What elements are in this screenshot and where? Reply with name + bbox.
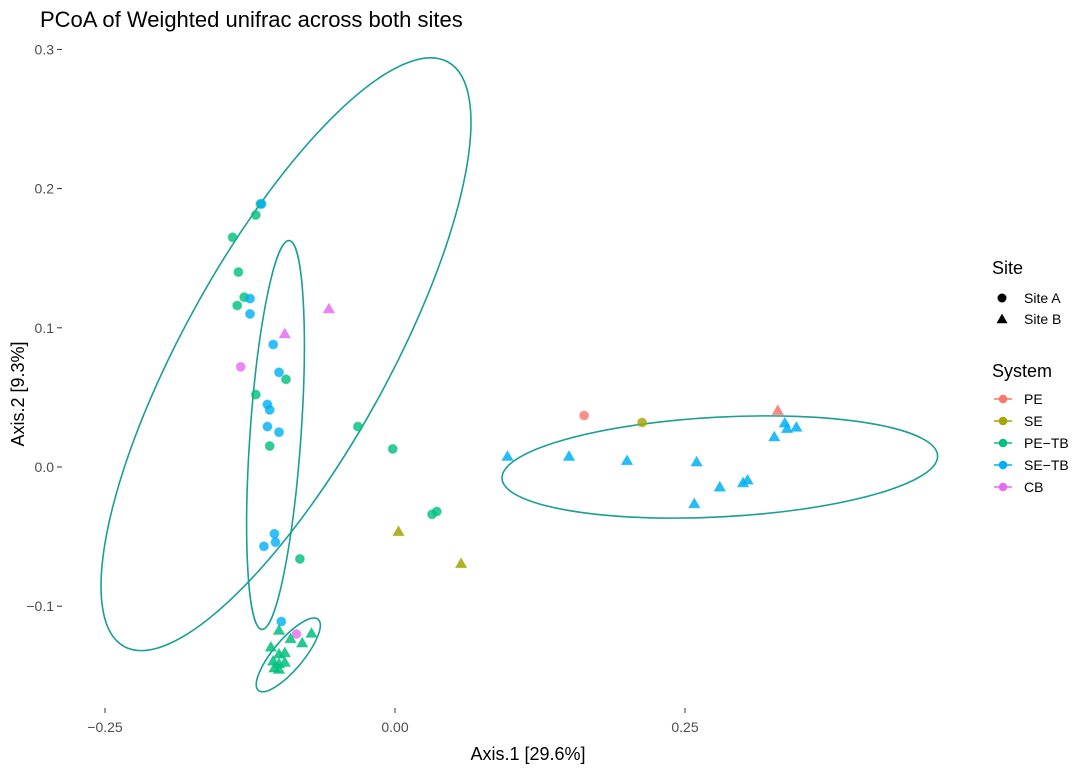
data-point-triangle [272, 623, 286, 635]
data-point-triangle [713, 480, 727, 492]
data-point-circle [280, 374, 292, 385]
chart-title: PCoA of Weighted unifrac across both sit… [40, 7, 463, 32]
x-tick-label: 0.00 [381, 719, 408, 735]
data-point-triangle [780, 422, 794, 434]
data-point-triangle [620, 454, 634, 466]
data-point-triangle [562, 449, 576, 461]
data-point-triangle [295, 636, 309, 648]
legend-dot-icon [998, 460, 1008, 470]
data-point-triangle [501, 449, 514, 461]
data-point-circle [244, 293, 256, 304]
data-point-triangle [278, 655, 292, 667]
data-point-circle [227, 232, 238, 243]
data-points [227, 198, 803, 674]
data-point-circle [258, 541, 269, 552]
data-point-circle [262, 421, 273, 432]
confidence-ellipse [255, 617, 322, 693]
data-point-circle [270, 537, 281, 548]
data-point-circle [387, 443, 398, 454]
legend-label-system: SE [1024, 413, 1043, 429]
data-point-circle [250, 389, 261, 400]
legend-label-system: PE−TB [1024, 435, 1069, 451]
data-point-triangle [741, 473, 754, 485]
legend: Site Site A Site B System PE SE PE−TB SE−TB C… [992, 258, 1069, 495]
legend-label-system: CB [1024, 479, 1043, 495]
confidence-ellipse [501, 415, 939, 519]
legend-label-system: SE−TB [1024, 457, 1069, 473]
y-tick-label: 0.0 [35, 459, 55, 475]
data-point-circle [276, 616, 287, 627]
data-point-circle [294, 553, 305, 564]
plot-area [100, 57, 939, 693]
data-point-circle [431, 506, 442, 517]
data-point-circle [273, 427, 285, 438]
data-point-triangle [322, 302, 336, 314]
data-point-circle [273, 367, 285, 378]
y-tick-label: −0.1 [26, 598, 54, 614]
data-point-circle [233, 267, 244, 278]
data-point-triangle [771, 404, 785, 415]
data-point-circle [256, 198, 267, 209]
legend-system-entries: PE SE PE−TB SE−TB CB [994, 391, 1069, 495]
data-point-circle [232, 300, 243, 311]
data-point-triangle [690, 455, 703, 467]
y-axis-title: Axis.2 [9.3%] [8, 341, 28, 446]
data-point-circle [235, 361, 246, 372]
legend-title-site: Site [992, 258, 1023, 278]
y-axis: −0.1 0.0 0.1 0.2 0.3 [26, 41, 62, 614]
data-point-triangle [305, 626, 318, 638]
legend-label-site: Site B [1024, 311, 1061, 327]
data-point-triangle [272, 662, 286, 674]
x-axis-title: Axis.1 [29.6%] [470, 744, 585, 764]
legend-dot-icon [998, 482, 1008, 492]
data-point-circle [264, 441, 275, 452]
legend-site-entries: Site A Site B [996, 290, 1061, 327]
x-tick-label: 0.25 [671, 719, 698, 735]
y-tick-label: 0.1 [35, 320, 55, 336]
confidence-ellipse [100, 57, 472, 652]
y-tick-label: 0.3 [35, 41, 55, 57]
data-point-triangle [264, 640, 278, 652]
confidence-ellipses [100, 57, 939, 693]
legend-label-system: PE [1024, 391, 1043, 407]
data-point-triangle [454, 557, 468, 569]
x-axis: −0.25 0.00 0.25 [87, 708, 699, 735]
data-point-triangle [278, 327, 292, 339]
data-point-circle [244, 308, 256, 319]
data-point-circle [291, 628, 302, 640]
data-point-triangle [790, 420, 803, 432]
legend-dot-icon [998, 438, 1008, 448]
data-point-triangle [767, 430, 781, 442]
legend-circle-icon [997, 293, 1007, 303]
data-point-circle [250, 209, 261, 221]
data-point-circle [264, 404, 275, 415]
legend-label-site: Site A [1024, 290, 1061, 306]
legend-dot-icon [998, 416, 1008, 426]
data-point-circle [268, 339, 279, 350]
data-point-triangle [687, 497, 701, 509]
data-point-circle [637, 417, 648, 428]
legend-title-system: System [992, 361, 1052, 381]
data-point-circle [579, 410, 590, 421]
y-tick-label: 0.2 [35, 181, 55, 197]
data-point-triangle [284, 632, 297, 644]
legend-triangle-icon [996, 313, 1008, 324]
data-point-circle [352, 421, 363, 432]
x-tick-label: −0.25 [87, 719, 123, 735]
data-point-circle [269, 528, 280, 539]
confidence-ellipse [245, 239, 306, 631]
legend-dot-icon [998, 394, 1008, 404]
data-point-triangle [392, 525, 405, 537]
